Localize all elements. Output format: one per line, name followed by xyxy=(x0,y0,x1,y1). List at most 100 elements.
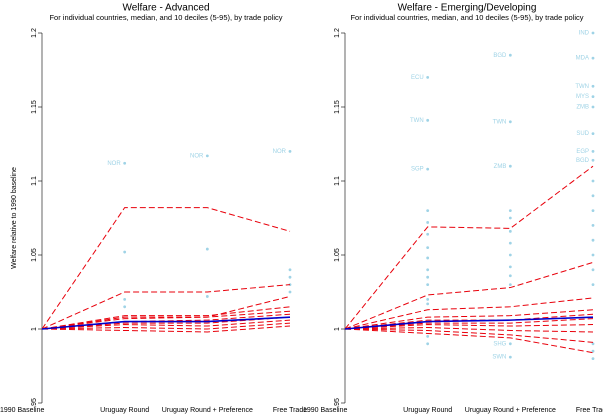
data-point xyxy=(508,164,512,168)
y-tick-label: 1.2 xyxy=(31,28,38,38)
point-label: EGP xyxy=(576,149,589,155)
data-point xyxy=(123,161,127,165)
data-point xyxy=(426,256,430,260)
y-tick-label: 1.15 xyxy=(334,100,341,114)
data-point xyxy=(508,265,512,269)
data-point xyxy=(591,194,595,198)
y-tick-label: .95 xyxy=(334,398,341,408)
point-label: MYS xyxy=(576,94,589,100)
decile-line xyxy=(344,328,594,354)
decile-line xyxy=(41,322,291,330)
data-point xyxy=(426,335,430,338)
data-point xyxy=(508,253,512,257)
data-point xyxy=(508,241,512,245)
chart-title: Welfare - Emerging/Developing xyxy=(398,3,537,14)
point-label: ZMB xyxy=(494,164,507,170)
data-point xyxy=(591,357,595,360)
point-label: NOR xyxy=(107,161,121,167)
point-label: SGP xyxy=(411,167,424,173)
data-point xyxy=(591,158,595,162)
data-point xyxy=(591,31,595,35)
x-tick-label: Uruguay Round xyxy=(100,407,149,414)
x-tick-label: Free Trade xyxy=(576,407,603,414)
point-label: MDA xyxy=(576,56,589,62)
point-label: SUD xyxy=(576,131,589,137)
x-tick-label: Uruguay Round + Preference xyxy=(465,407,556,414)
decile-line xyxy=(344,297,594,330)
data-point xyxy=(591,283,595,286)
median-line xyxy=(41,316,291,330)
data-point xyxy=(288,268,292,272)
y-tick-label: 1 xyxy=(334,327,341,331)
data-point xyxy=(288,290,292,294)
point-label: ZMB xyxy=(576,105,589,111)
y-tick-label: 1.15 xyxy=(31,100,38,114)
decile-line xyxy=(41,325,291,333)
data-point xyxy=(426,302,430,306)
decile-line xyxy=(41,319,291,330)
y-tick-label: 1.2 xyxy=(334,28,341,38)
data-point xyxy=(288,150,292,153)
data-point xyxy=(591,253,595,257)
decile-line xyxy=(344,324,594,330)
y-tick-label: 1.1 xyxy=(31,176,38,186)
decile-line xyxy=(344,327,594,333)
data-point xyxy=(205,154,209,158)
decile-line xyxy=(344,309,594,330)
x-tick-label: Uruguay Round xyxy=(403,407,452,414)
data-point xyxy=(508,342,512,346)
data-point xyxy=(426,298,430,301)
chart-subtitle: For individual countries, median, and 10… xyxy=(350,13,583,22)
decile-line xyxy=(344,261,594,330)
data-point xyxy=(591,209,595,213)
y-tick-label: 1 xyxy=(31,327,38,331)
point-label: BGD xyxy=(493,53,507,59)
data-point xyxy=(508,209,512,213)
data-point xyxy=(426,268,430,272)
data-point xyxy=(508,355,512,359)
data-point xyxy=(591,56,595,60)
y-tick-label: .95 xyxy=(31,398,38,408)
x-tick-label: Uruguay Round + Preference xyxy=(162,407,253,414)
data-point xyxy=(591,105,595,109)
data-point xyxy=(426,342,430,346)
data-point xyxy=(508,274,512,278)
data-point xyxy=(591,342,595,346)
decile-line xyxy=(41,295,291,330)
data-point xyxy=(591,84,595,88)
data-point xyxy=(591,132,595,136)
data-point xyxy=(508,216,512,220)
y-tick-label: 1.1 xyxy=(334,176,341,186)
data-point xyxy=(508,229,512,233)
data-point xyxy=(426,167,430,171)
data-point xyxy=(591,224,595,227)
point-label: ECU xyxy=(411,75,424,81)
data-point xyxy=(591,349,595,353)
data-point xyxy=(591,179,595,183)
data-point xyxy=(205,247,209,251)
decile-line xyxy=(41,284,291,330)
point-label: NOR xyxy=(190,153,204,159)
data-point xyxy=(426,246,430,250)
point-label: IND xyxy=(579,31,590,37)
data-point xyxy=(591,150,595,153)
x-tick-label: 1990 Baseline xyxy=(0,407,44,414)
point-label: TWN xyxy=(575,84,589,90)
data-point xyxy=(426,283,430,286)
data-point xyxy=(591,238,595,242)
x-tick-label: Free Trade xyxy=(273,407,307,414)
point-label: NOR xyxy=(273,149,287,155)
x-tick-label: 1990 Baseline xyxy=(303,407,347,414)
y-tick-label: 1.05 xyxy=(31,248,38,262)
point-label: TWN xyxy=(410,118,424,124)
point-label: TWN xyxy=(493,119,507,125)
decile-line xyxy=(41,306,291,330)
data-point xyxy=(426,209,430,213)
data-point xyxy=(591,95,595,99)
y-tick-label: 1.05 xyxy=(334,248,341,262)
data-point xyxy=(426,275,430,279)
point-label: SHG xyxy=(493,341,506,347)
median-line xyxy=(344,316,594,330)
data-point xyxy=(288,275,292,279)
